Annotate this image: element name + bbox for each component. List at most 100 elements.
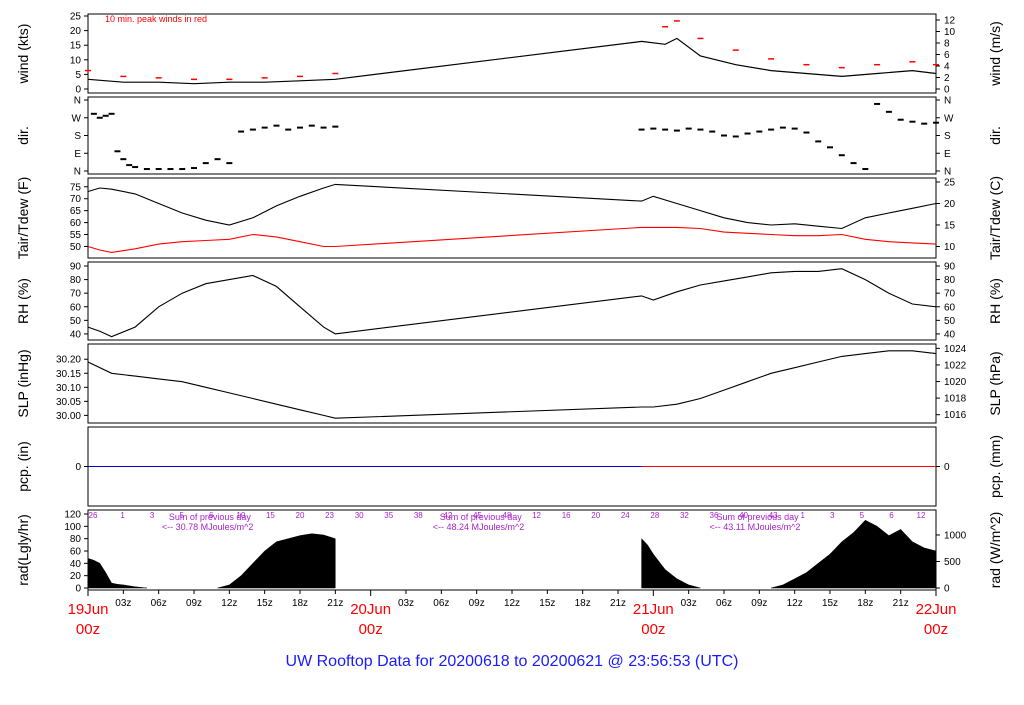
radiation-tick-label: 16 (562, 511, 571, 520)
x-tick-label: 21z (327, 598, 343, 609)
y-tick-label: 15 (70, 41, 82, 52)
radiation-tick-label: 23 (325, 511, 334, 520)
y-tick-label: 50 (70, 242, 82, 253)
tair-series (87, 183, 937, 230)
chart-title: UW Rooftop Data for 20200618 to 20200621… (286, 653, 739, 670)
radiation-annotation: Sum of previous day (440, 512, 523, 522)
x-tick-label: 18z (857, 598, 873, 609)
y-tick-label: 40 (70, 329, 82, 340)
x-tick-label: 18z (575, 598, 591, 609)
y-tick-label-right: 20 (944, 199, 956, 210)
y-axis-label: pcp. (in) (15, 441, 31, 492)
y-tick-label: N (74, 167, 81, 178)
radiation-tick-label: 3 (150, 511, 155, 520)
y-tick-label: 90 (70, 262, 82, 273)
y-tick-label: E (74, 149, 81, 160)
radiation-tick-label: 30 (355, 511, 364, 520)
radiation-area (87, 558, 147, 589)
radiation-tick-label: 32 (680, 511, 689, 520)
y-tick-label-right: E (944, 149, 951, 160)
y-tick-label-right: N (944, 96, 951, 107)
y-tick-label: 40 (70, 559, 82, 570)
y-tick-label: 30.05 (56, 397, 81, 408)
peak-wind-annotation: 10 min. peak winds in red (105, 14, 207, 24)
radiation-tick-label: 1 (120, 511, 125, 520)
y-tick-label-right: 1016 (944, 410, 967, 421)
x-tick-label: 06z (716, 598, 732, 609)
y-tick-label: 55 (70, 230, 82, 241)
x-date-label: 20Jun (350, 601, 391, 618)
radiation-tick-label: 48 (503, 511, 512, 520)
x-tick-label: 09z (751, 598, 767, 609)
y-tick-label: 20 (70, 571, 82, 582)
y-axis-label: RH (%) (15, 278, 31, 324)
radiation-annotation: Sum of previous day (169, 512, 252, 522)
y-tick-label-right: 4 (944, 62, 950, 73)
radiation-tick-label: 20 (591, 511, 600, 520)
y-tick-label-right: 50 (944, 316, 956, 327)
y-tick-label-right: 0 (944, 462, 950, 473)
radiation-tick-label: 12 (917, 511, 926, 520)
y-axis-label-right: wind (m/s) (987, 21, 1003, 87)
radiation-tick-label: 12 (532, 511, 541, 520)
radiation-annotation: <-- 48.24 MJoules/m^2 (433, 522, 525, 532)
radiation-tick-label: 28 (650, 511, 659, 520)
x-tick-label: 09z (186, 598, 202, 609)
y-axis-label-right: dir. (987, 126, 1003, 145)
y-tick-label-right: 1022 (944, 360, 967, 371)
y-tick-label: 20 (70, 26, 82, 37)
radiation-area (771, 519, 937, 589)
y-tick-label: N (74, 96, 81, 107)
y-tick-label: 30.00 (56, 411, 81, 422)
radiation-tick-label: 10 (236, 511, 245, 520)
y-tick-label-right: 90 (944, 262, 956, 273)
y-tick-label: 0 (75, 584, 81, 595)
y-tick-label-right: 10 (944, 27, 956, 38)
rh-series (87, 268, 937, 338)
x-date-label: 22Jun (916, 601, 957, 618)
y-tick-label: 50 (70, 316, 82, 327)
y-tick-label: 75 (70, 182, 82, 193)
panel-frame (87, 343, 937, 424)
y-tick-label-right: 0 (944, 584, 950, 595)
y-axis-label-right: SLP (hPa) (987, 351, 1003, 415)
radiation-tick-label: 5 (860, 511, 865, 520)
y-tick-label: 60 (70, 218, 82, 229)
y-axis-label-right: rad (W/m^2) (987, 512, 1003, 589)
x-tick-label: 15z (822, 598, 838, 609)
x-tick-label: 12z (504, 598, 520, 609)
slp-series (87, 350, 937, 419)
radiation-tick-label: 26 (89, 511, 98, 520)
y-tick-label-right: 25 (944, 178, 956, 189)
radiation-tick-label: 15 (266, 511, 275, 520)
y-axis-label: wind (kts) (15, 24, 31, 85)
x-tick-label: 12z (221, 598, 237, 609)
radiation-tick-label: 3 (830, 511, 835, 520)
y-tick-label: 120 (64, 510, 81, 521)
radiation-area (641, 538, 701, 589)
y-axis-label-right: Tair/Tdew (C) (987, 176, 1003, 260)
y-tick-label: 60 (70, 302, 82, 313)
y-tick-label-right: W (944, 113, 954, 124)
y-tick-label: S (74, 131, 81, 142)
radiation-tick-label: 36 (710, 511, 719, 520)
y-tick-label-right: N (944, 167, 951, 178)
y-tick-label: 5 (75, 70, 81, 81)
radiation-tick-label: 35 (384, 511, 393, 520)
wind-series (87, 37, 937, 85)
y-axis-label-right: pcp. (mm) (987, 435, 1003, 498)
x-date-hour: 00z (359, 621, 383, 638)
y-tick-label: 70 (70, 194, 82, 205)
x-tick-label: 21z (610, 598, 626, 609)
x-tick-label: 06z (151, 598, 167, 609)
x-tick-label: 15z (539, 598, 555, 609)
y-tick-label: W (72, 113, 82, 124)
panel-frame (87, 96, 937, 175)
y-tick-label-right: 10 (944, 242, 956, 253)
y-tick-label: 100 (64, 522, 81, 533)
y-tick-label-right: 12 (944, 16, 956, 27)
radiation-tick-label: 42 (443, 511, 452, 520)
y-tick-label: 80 (70, 275, 82, 286)
